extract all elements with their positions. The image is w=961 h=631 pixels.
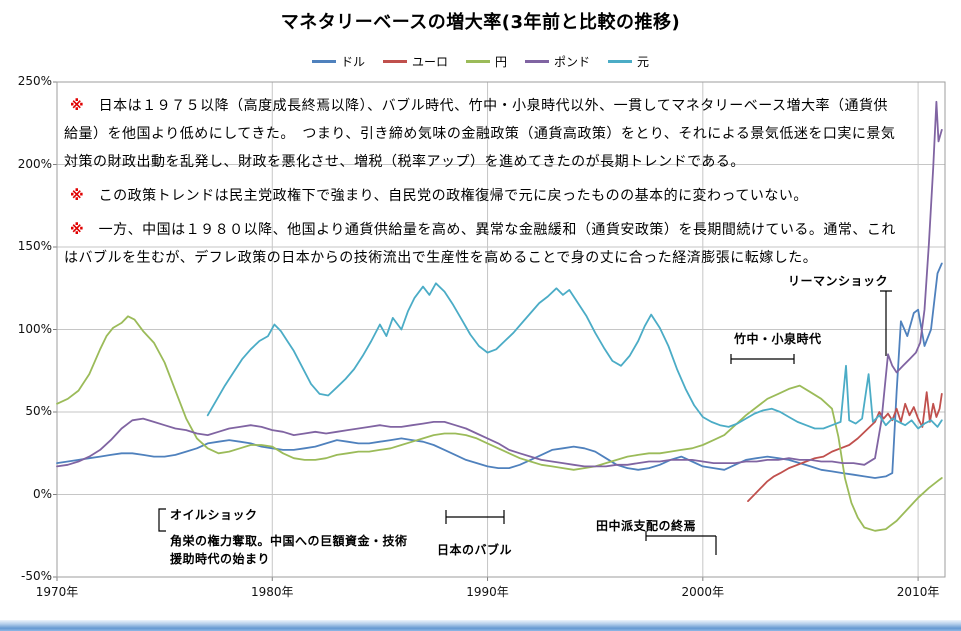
legend-item-4: ポンド xyxy=(525,53,590,70)
note-paragraph-1: ※ 日本は１９７５以降（高度成長終焉以降）、バブル時代、竹中・小泉時代以外、一貫… xyxy=(64,92,900,176)
annotation-japan-bubble: 日本のバブル xyxy=(437,543,513,557)
legend-label: ドル xyxy=(340,55,365,69)
y-axis-label: 50% xyxy=(25,404,52,418)
y-axis-label: 250% xyxy=(17,74,52,88)
legend-line-swatch xyxy=(382,60,407,63)
annotation-takenaka-koizumi: 竹中・小泉時代 xyxy=(734,332,822,346)
y-axis-label: 150% xyxy=(17,239,52,253)
note-text: この政策トレンドは民主党政権下で強まり、自民党の政権復帰で元に戻ったものの基本的… xyxy=(84,188,808,204)
y-axis-label: 200% xyxy=(17,156,52,171)
legend-line-swatch xyxy=(311,60,336,63)
annotation-lehman-shock: リーマンショック xyxy=(788,274,889,288)
note-marker: ※ xyxy=(70,98,85,114)
chart-notes: ※ 日本は１９７５以降（高度成長終焉以降）、バブル時代、竹中・小泉時代以外、一貫… xyxy=(64,92,900,278)
legend-item-1: ドル xyxy=(311,53,365,70)
note-text: 一方、中国は１９８０以降、他国より通貨供給量を高め、異常な金融緩和（通貨安政策）… xyxy=(64,222,896,266)
bottom-window-edge xyxy=(0,620,961,631)
legend-line-swatch xyxy=(608,60,633,63)
note-text: 日本は１９７５以降（高度成長終焉以降）、バブル時代、竹中・小泉時代以外、一貫して… xyxy=(64,98,896,170)
x-axis-label: 2000年 xyxy=(681,585,725,599)
chart-title: マネタリーベースの増大率(3年前と比較の推移) xyxy=(280,12,681,33)
legend-label: ユーロ xyxy=(411,55,448,69)
annotation-oil-shock-desc2: 援助時代の始まり xyxy=(170,552,271,566)
series-line-1 xyxy=(56,262,943,479)
annotation-bracket-5 xyxy=(880,290,892,356)
annotation-tanaka-end: 田中派支配の終焉 xyxy=(596,519,697,533)
note-paragraph-3: ※ 一方、中国は１９８０以降、他国より通貨供給量を高め、異常な金融緩和（通貨安政… xyxy=(64,216,900,272)
annotation-bracket-1 xyxy=(158,508,166,532)
annotation-oil-shock-title: オイルショック xyxy=(170,508,258,522)
legend-label: 元 xyxy=(637,55,650,69)
x-axis-label: 1990年 xyxy=(466,585,509,599)
note-marker: ※ xyxy=(70,188,85,204)
note-paragraph-2: ※ この政策トレンドは民主党政権下で強まり、自民党の政権復帰で元に戻ったものの基… xyxy=(64,182,900,210)
chart-legend: ドル ユーロ 円 ポンド 元 xyxy=(0,53,961,70)
annotation-oil-shock-desc1: 角栄の権力奪取。中国への巨額資金・技術 xyxy=(170,534,408,548)
y-axis-label: 100% xyxy=(17,321,52,336)
series-line-2 xyxy=(747,391,943,503)
annotation-bracket-2 xyxy=(445,510,505,524)
series-line-3 xyxy=(56,315,943,532)
x-axis-label: 2010年 xyxy=(896,585,940,599)
legend-item-5: 元 xyxy=(608,53,649,70)
x-axis-label: 1980年 xyxy=(250,585,294,599)
note-marker: ※ xyxy=(70,222,85,238)
annotation-bracket-4 xyxy=(730,354,795,364)
legend-line-swatch xyxy=(525,60,549,63)
y-axis-label: -50% xyxy=(20,569,52,583)
y-axis-label: 0% xyxy=(32,486,52,501)
legend-item-2: ユーロ xyxy=(382,53,448,70)
legend-line-swatch xyxy=(465,60,490,63)
annotation-bracket-3 xyxy=(645,531,717,555)
legend-label: 円 xyxy=(494,55,507,69)
plot-border xyxy=(56,81,946,578)
legend-item-3: 円 xyxy=(465,53,507,70)
x-axis-label: 1970年 xyxy=(35,585,79,599)
series-line-4 xyxy=(56,100,943,468)
series-line-5 xyxy=(206,282,943,430)
legend-label: ポンド xyxy=(554,55,591,69)
